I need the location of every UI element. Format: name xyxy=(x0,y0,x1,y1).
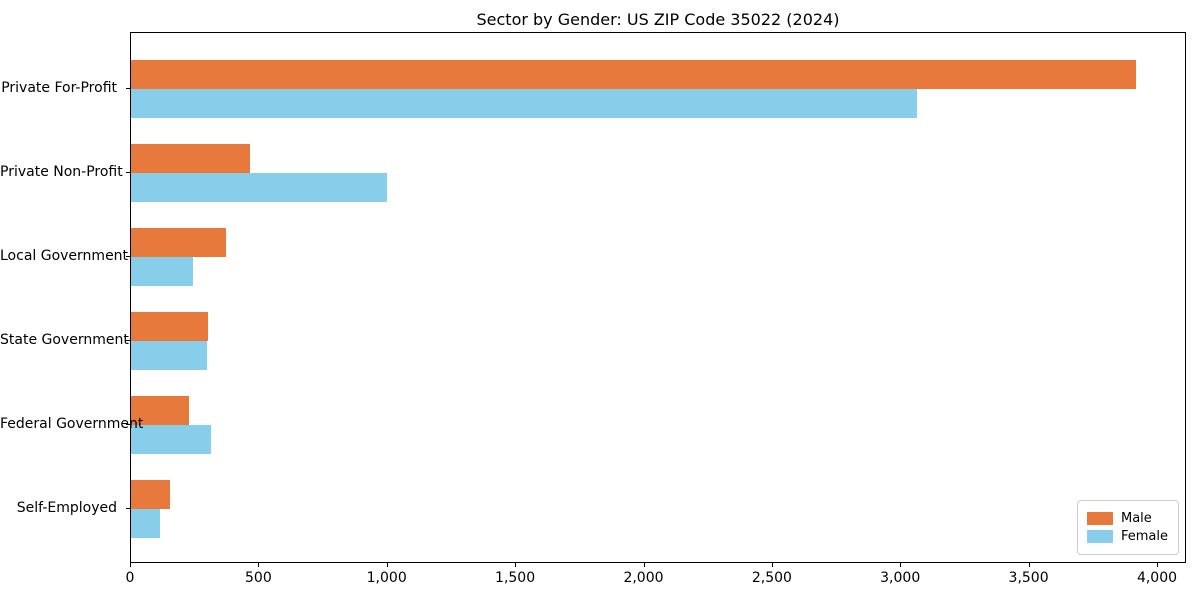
xtick-mark xyxy=(515,563,517,567)
xtick-label-2,000: 2,000 xyxy=(623,570,664,586)
bar-female-local-government xyxy=(131,257,193,286)
xtick-label-4,000: 4,000 xyxy=(1136,570,1178,586)
xtick-mark xyxy=(1028,563,1030,567)
legend-swatch-female xyxy=(1086,530,1113,543)
bar-female-self-employed xyxy=(131,509,161,538)
legend-entry-female: Female xyxy=(1086,529,1168,544)
bar-male-state-government xyxy=(131,312,208,341)
legend: Male Female xyxy=(1076,500,1179,555)
xtick-mark xyxy=(900,563,902,567)
ytick-mark xyxy=(126,256,130,257)
legend-swatch-male xyxy=(1086,512,1113,525)
xtick-mark xyxy=(771,563,773,567)
xtick-label-2,500: 2,500 xyxy=(751,570,792,586)
bar-female-private-non-profit xyxy=(131,173,387,202)
chart-title: Sector by Gender: US ZIP Code 35022 (202… xyxy=(476,10,840,29)
bar-female-state-government xyxy=(131,341,207,370)
xtick-mark xyxy=(258,563,260,567)
xtick-mark xyxy=(643,563,645,567)
ytick-label-private-non-profit: Private Non-Profit xyxy=(0,164,123,180)
xtick-label-3,500: 3,500 xyxy=(1008,570,1049,586)
ytick-label-federal-government: Federal Government xyxy=(0,416,144,432)
xtick-label-1,500: 1,500 xyxy=(495,570,536,586)
xtick-label-500: 500 xyxy=(245,570,272,586)
xtick-label-0: 0 xyxy=(125,570,135,586)
ytick-label-self-employed: Self-Employed xyxy=(16,500,117,516)
bar-female-federal-government xyxy=(131,425,212,454)
ytick-mark xyxy=(126,508,130,509)
xtick-label-1,000: 1,000 xyxy=(366,570,407,586)
legend-label: Male xyxy=(1120,511,1152,526)
xtick-mark xyxy=(386,563,388,567)
bar-male-local-government xyxy=(131,228,226,257)
bar-male-private-for-profit xyxy=(131,60,1137,89)
legend-entry-male: Male xyxy=(1086,511,1168,526)
plot-area: Male Female xyxy=(130,32,1186,563)
bar-male-private-non-profit xyxy=(131,144,251,173)
ytick-mark xyxy=(126,424,130,425)
xtick-mark xyxy=(130,563,131,567)
bar-female-private-for-profit xyxy=(131,89,917,118)
bar-male-federal-government xyxy=(131,396,189,425)
ytick-mark xyxy=(126,340,130,341)
ytick-mark xyxy=(126,172,130,173)
legend-label: Female xyxy=(1120,529,1168,544)
xtick-mark xyxy=(1157,563,1158,567)
bar-male-self-employed xyxy=(131,480,170,509)
ytick-label-private-for-profit: Private For-Profit xyxy=(1,80,117,96)
ytick-label-state-government: State Government xyxy=(0,332,129,348)
xtick-label-3,000: 3,000 xyxy=(880,570,921,586)
ytick-label-local-government: Local Government xyxy=(0,248,129,264)
ytick-mark xyxy=(126,88,130,89)
